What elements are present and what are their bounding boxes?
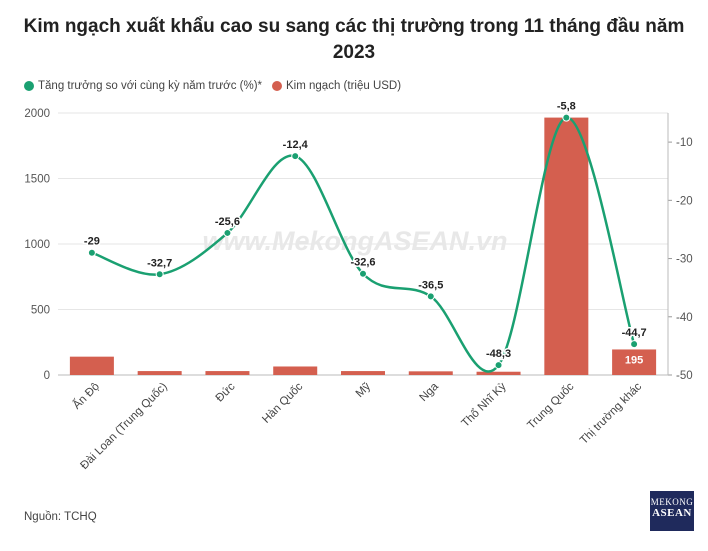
x-tick-label: Hàn Quốc (260, 380, 305, 425)
y-left-tick-label: 2000 (24, 108, 50, 120)
chart-title-line1: Kim ngạch xuất khẩu cao su sang các thị … (23, 16, 685, 37)
chart-title-line2: 2023 (332, 42, 376, 63)
y-right-tick-label: -40 (676, 312, 693, 324)
logo-line1: MEKONG (650, 497, 694, 507)
line-data-label: -12,4 (283, 139, 309, 151)
y-left-tick-label: 0 (44, 370, 50, 382)
legend: Tăng trưởng so với cùng kỳ năm trước (%)… (24, 80, 411, 92)
logo-line2: ASEAN (652, 507, 692, 519)
x-tick-label: Mỹ (354, 380, 374, 400)
bar (137, 371, 182, 375)
legend-swatch-growth (24, 81, 34, 91)
bar (341, 371, 385, 375)
bar (205, 371, 250, 375)
bar (612, 349, 657, 375)
line-point (494, 361, 503, 370)
legend-label-growth: Tăng trưởng so với cùng kỳ năm trước (%)… (38, 80, 263, 92)
line-point (630, 340, 639, 349)
x-tick-label: Ấn Độ (70, 380, 102, 412)
line-point (426, 292, 435, 301)
line-point (291, 152, 300, 161)
legend-item-value[interactable]: Kim ngạch (triệu USD) (272, 80, 401, 92)
line-data-label: -48,3 (486, 348, 511, 360)
x-tick-label: Đức (214, 380, 238, 404)
watermark-text: www.MekongASEAN.vn (202, 226, 507, 256)
bar (273, 366, 318, 375)
line-data-label: -25,6 (215, 216, 240, 228)
x-tick-label: Thổ Nhĩ Kỳ (460, 380, 509, 429)
legend-item-growth[interactable]: Tăng trưởng so với cùng kỳ năm trước (%)… (24, 80, 262, 92)
legend-label-value: Kim ngạch (triệu USD) (286, 80, 402, 92)
mekong-asean-logo: MEKONG ASEAN (650, 491, 694, 531)
chart-title: Kim ngạch xuất khẩu cao su sang các thị … (0, 14, 708, 66)
y-right-tick-label: -10 (676, 137, 693, 149)
line-point (155, 270, 164, 279)
x-tick-label: Nga (417, 380, 441, 404)
x-tick-label: Thị trường khác (578, 380, 644, 446)
line-data-label: -5,8 (557, 101, 576, 113)
legend-swatch-value (272, 81, 283, 91)
line-data-label: -32,6 (350, 257, 375, 269)
bar (408, 371, 453, 375)
bar (544, 117, 589, 376)
y-left-tick-label: 1000 (24, 239, 50, 251)
bar-data-label: 195 (625, 354, 643, 366)
line-point (562, 113, 571, 122)
line-point (223, 228, 232, 237)
x-tick-label: Trung Quốc (525, 380, 576, 431)
y-right-tick-label: -30 (676, 254, 693, 266)
y-right-tick-label: -50 (676, 370, 693, 382)
y-left-tick-label: 500 (31, 305, 50, 317)
y-left-tick-label: 1500 (24, 174, 50, 186)
bar (476, 371, 521, 375)
line-point (87, 248, 96, 257)
line-data-label: -32,7 (147, 257, 172, 269)
line-point (359, 269, 367, 278)
source-note: Nguồn: TCHQ (24, 511, 97, 523)
line-data-label: -44,7 (622, 327, 647, 339)
line-data-label: -36,5 (418, 279, 443, 291)
line-data-label: -29 (84, 236, 100, 248)
y-right-tick-label: -20 (676, 195, 693, 207)
bar (69, 356, 114, 375)
